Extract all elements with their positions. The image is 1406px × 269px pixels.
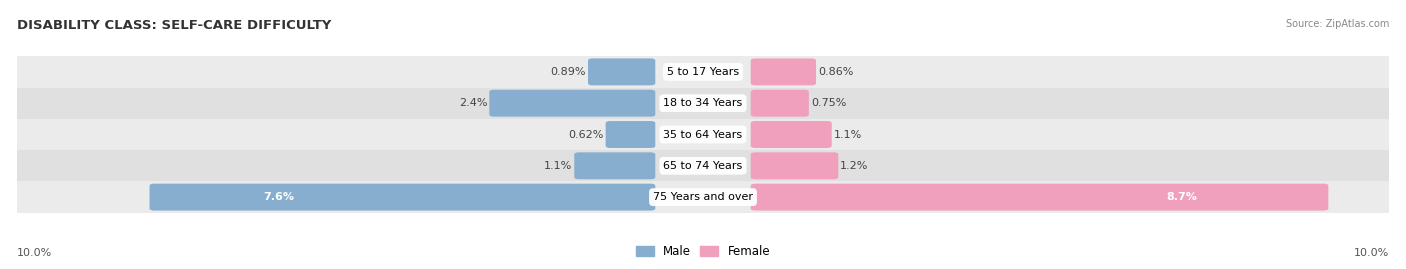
Text: 18 to 34 Years: 18 to 34 Years: [664, 98, 742, 108]
Text: 35 to 64 Years: 35 to 64 Years: [664, 129, 742, 140]
FancyBboxPatch shape: [588, 58, 655, 85]
Bar: [17, 87, 1389, 119]
Text: 0.86%: 0.86%: [818, 67, 853, 77]
FancyBboxPatch shape: [606, 121, 655, 148]
Text: 1.2%: 1.2%: [841, 161, 869, 171]
Text: 1.1%: 1.1%: [544, 161, 572, 171]
FancyBboxPatch shape: [751, 58, 815, 85]
Text: 7.6%: 7.6%: [263, 192, 294, 202]
Text: 0.62%: 0.62%: [568, 129, 603, 140]
Bar: [17, 119, 1389, 150]
FancyBboxPatch shape: [751, 184, 1329, 211]
Bar: [17, 56, 1389, 87]
Text: 8.7%: 8.7%: [1166, 192, 1197, 202]
FancyBboxPatch shape: [751, 90, 808, 117]
Legend: Male, Female: Male, Female: [631, 240, 775, 263]
Text: DISABILITY CLASS: SELF-CARE DIFFICULTY: DISABILITY CLASS: SELF-CARE DIFFICULTY: [17, 19, 332, 32]
FancyBboxPatch shape: [574, 152, 655, 179]
Text: 5 to 17 Years: 5 to 17 Years: [666, 67, 740, 77]
Text: 10.0%: 10.0%: [17, 248, 52, 258]
Bar: [17, 150, 1389, 182]
Text: 0.89%: 0.89%: [551, 67, 586, 77]
Text: 75 Years and over: 75 Years and over: [652, 192, 754, 202]
Text: Source: ZipAtlas.com: Source: ZipAtlas.com: [1285, 19, 1389, 29]
FancyBboxPatch shape: [751, 152, 838, 179]
FancyBboxPatch shape: [149, 184, 655, 211]
Text: 10.0%: 10.0%: [1354, 248, 1389, 258]
Text: 0.75%: 0.75%: [811, 98, 846, 108]
Text: 2.4%: 2.4%: [458, 98, 488, 108]
Bar: [17, 182, 1389, 213]
Text: 1.1%: 1.1%: [834, 129, 862, 140]
FancyBboxPatch shape: [489, 90, 655, 117]
FancyBboxPatch shape: [751, 121, 832, 148]
Text: 65 to 74 Years: 65 to 74 Years: [664, 161, 742, 171]
